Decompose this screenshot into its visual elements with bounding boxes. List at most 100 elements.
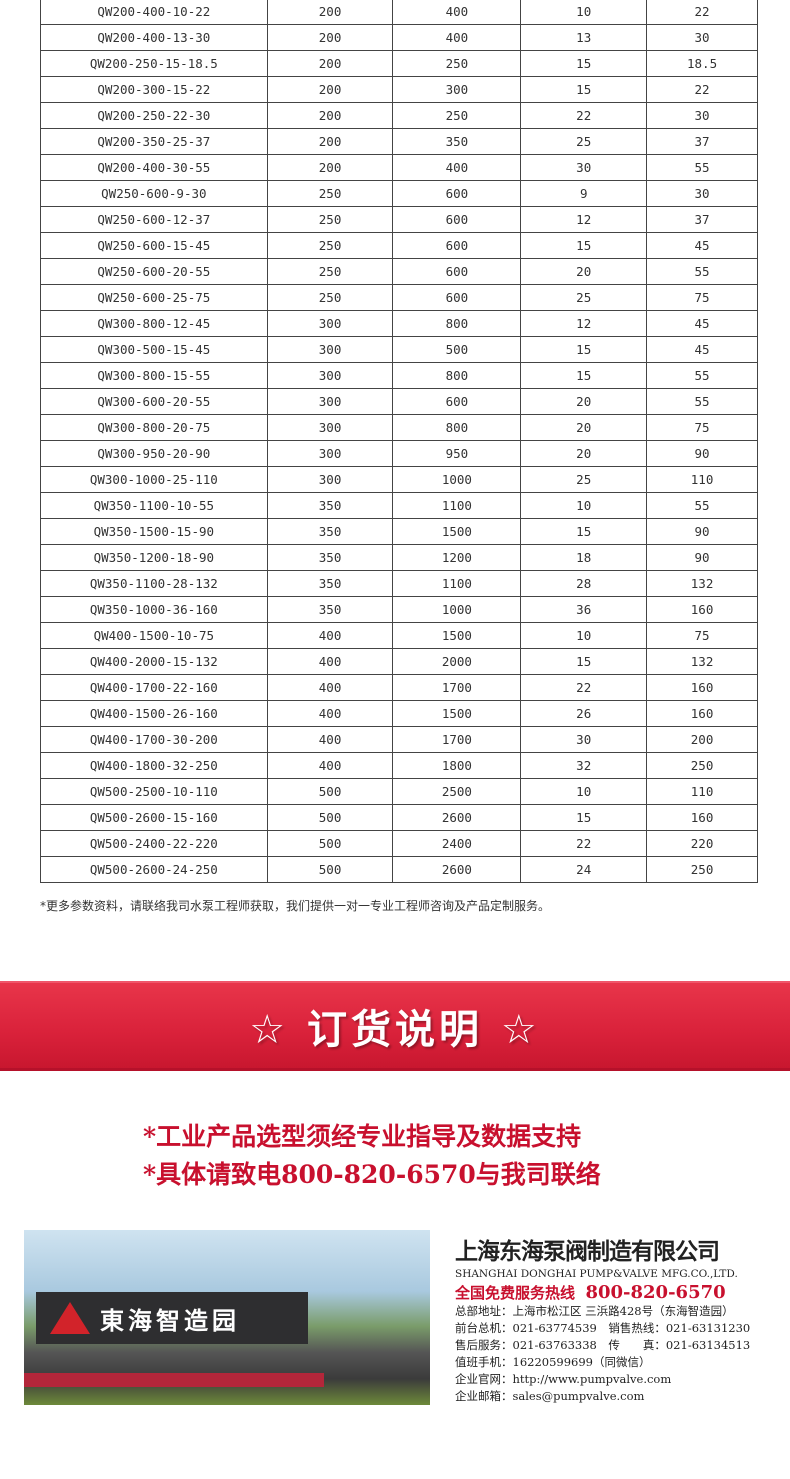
table-cell: QW500-2500-10-110 (40, 778, 268, 805)
table-cell: 600 (392, 284, 522, 311)
order-instructions-banner: ☆ 订货说明 ☆ (0, 981, 790, 1071)
website-link[interactable]: 企业官网：http://www.pumpvalve.com (455, 1372, 672, 1386)
table-row: QW350-1100-10-55 350 1100 10 55 (40, 492, 758, 519)
table-cell: QW400-1500-26-160 (40, 700, 268, 727)
table-cell: 10 (520, 0, 648, 25)
table-cell: 950 (392, 440, 522, 467)
table-cell: 220 (646, 830, 758, 857)
table-cell: QW400-1500-10-75 (40, 622, 268, 649)
table-cell: 45 (646, 310, 758, 337)
factory-photo: 東海智造园 (24, 1230, 430, 1405)
table-cell: 400 (266, 622, 394, 649)
table-cell: 1100 (392, 570, 522, 597)
table-cell: 20 (520, 388, 648, 415)
entrance-sign: 東海智造园 (36, 1292, 308, 1344)
table-row: QW200-350-25-37 200 350 25 37 (40, 128, 758, 155)
table-cell: 22 (520, 102, 648, 129)
table-cell: 25 (520, 128, 648, 155)
table-cell: 2600 (392, 804, 522, 831)
table-cell: 200 (266, 0, 394, 25)
table-cell: QW300-950-20-90 (40, 440, 268, 467)
table-cell: QW200-250-22-30 (40, 102, 268, 129)
table-cell: 9 (520, 180, 648, 207)
table-row: QW200-250-22-30 200 250 22 30 (40, 102, 758, 129)
table-cell: 25 (520, 284, 648, 311)
contact-line: 值班手机：16220599699（同微信） (455, 1355, 651, 1369)
table-cell: 1500 (392, 622, 522, 649)
table-cell: 800 (392, 414, 522, 441)
table-cell: QW200-350-25-37 (40, 128, 268, 155)
table-cell: 13 (520, 24, 648, 51)
pump-spec-table: QW200-400-10-22 200 400 10 22 QW200-400-13-30… (40, 0, 758, 883)
table-cell: QW200-300-15-22 (40, 76, 268, 103)
table-cell: QW200-250-15-18.5 (40, 50, 268, 77)
table-cell: 350 (266, 492, 394, 519)
table-cell: 30 (646, 24, 758, 51)
table-cell: QW300-600-20-55 (40, 388, 268, 415)
table-cell: 30 (646, 180, 758, 207)
sign-text: 東海智造园 (100, 1305, 240, 1335)
table-cell: QW350-1100-28-132 (40, 570, 268, 597)
table-row: QW350-1200-18-90 350 1200 18 90 (40, 544, 758, 571)
table-cell: 55 (646, 362, 758, 389)
table-cell: 45 (646, 232, 758, 259)
table-row: QW500-2600-15-160 500 2600 15 160 (40, 804, 758, 831)
table-cell: QW500-2400-22-220 (40, 830, 268, 857)
table-cell: 300 (266, 414, 394, 441)
table-cell: 600 (392, 232, 522, 259)
table-cell: 15 (520, 336, 648, 363)
table-cell: 160 (646, 700, 758, 727)
table-cell: 400 (392, 24, 522, 51)
table-cell: 160 (646, 804, 758, 831)
table-cell: 250 (266, 180, 394, 207)
table-row: QW400-2000-15-132 400 2000 15 132 (40, 648, 758, 675)
table-cell: 200 (266, 24, 394, 51)
table-cell: 600 (392, 180, 522, 207)
table-cell: 400 (392, 0, 522, 25)
table-cell: 2400 (392, 830, 522, 857)
table-row: QW250-600-9-30 250 600 9 30 (40, 180, 758, 207)
table-cell: 250 (392, 50, 522, 77)
email-link[interactable]: 企业邮箱：sales@pumpvalve.com (455, 1389, 645, 1403)
table-row: QW300-800-15-55 300 800 15 55 (40, 362, 758, 389)
table-cell: 2600 (392, 856, 522, 883)
table-row: QW350-1000-36-160 350 1000 36 160 (40, 596, 758, 623)
table-row: QW200-300-15-22 200 300 15 22 (40, 76, 758, 103)
company-name-en: SHANGHAI DONGHAI PUMP&VALVE MFG.CO.,LTD. (455, 1268, 738, 1280)
table-cell: 15 (520, 50, 648, 77)
table-row: QW500-2400-22-220 500 2400 22 220 (40, 830, 758, 857)
table-row: QW400-1700-30-200 400 1700 30 200 (40, 726, 758, 753)
table-cell: QW250-600-12-37 (40, 206, 268, 233)
table-cell: 250 (646, 856, 758, 883)
table-cell: 400 (266, 648, 394, 675)
table-cell: 300 (266, 336, 394, 363)
table-cell: 600 (392, 388, 522, 415)
table-cell: 1800 (392, 752, 522, 779)
table-cell: 400 (266, 700, 394, 727)
table-row: QW200-250-15-18.5 200 250 15 18.5 (40, 50, 758, 77)
hotline: 全国免费服务热线 800-820-6570 (455, 1282, 750, 1303)
table-cell: 15 (520, 362, 648, 389)
table-cell: 800 (392, 310, 522, 337)
table-cell: 10 (520, 622, 648, 649)
table-cell: 55 (646, 258, 758, 285)
table-cell: 75 (646, 284, 758, 311)
table-cell: 20 (520, 414, 648, 441)
table-row: QW300-800-12-45 300 800 12 45 (40, 310, 758, 337)
table-cell: 30 (646, 102, 758, 129)
table-cell: QW350-1500-15-90 (40, 518, 268, 545)
table-cell: 1000 (392, 466, 522, 493)
table-cell: 200 (266, 50, 394, 77)
table-cell: 400 (266, 752, 394, 779)
table-cell: 55 (646, 492, 758, 519)
table-cell: 15 (520, 232, 648, 259)
table-cell: 25 (520, 466, 648, 493)
table-cell: 200 (266, 76, 394, 103)
table-cell: 250 (392, 102, 522, 129)
company-name-cn: 上海东海泵阀制造有限公司 (455, 1239, 720, 1265)
table-cell: 75 (646, 622, 758, 649)
table-cell: 200 (266, 102, 394, 129)
table-cell: 32 (520, 752, 648, 779)
contact-line: 总部地址：上海市松江区 三浜路428号（东海智造园） (455, 1304, 734, 1318)
table-row: QW500-2500-10-110 500 2500 10 110 (40, 778, 758, 805)
